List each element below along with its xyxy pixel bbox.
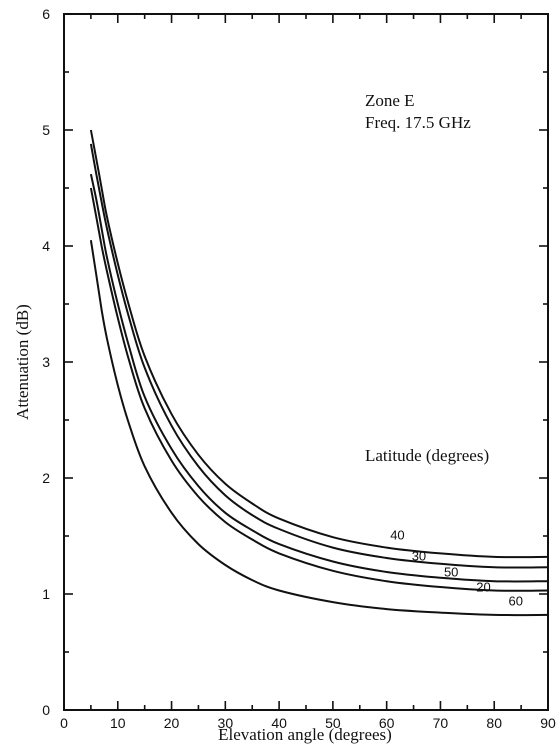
y-tick-label: 2 — [42, 470, 50, 486]
x-tick-label: 50 — [325, 715, 341, 731]
x-tick-label: 30 — [218, 715, 234, 731]
curve-label-40: 40 — [390, 527, 404, 542]
x-tick-label: 90 — [540, 715, 556, 731]
y-tick-label: 6 — [42, 6, 50, 22]
y-tick-label: 1 — [42, 586, 50, 602]
freq-annotation: Freq. 17.5 GHz — [365, 113, 471, 132]
x-tick-label: 70 — [433, 715, 449, 731]
series-line-lat-30 — [89, 143, 549, 569]
series-line-lat-50 — [89, 173, 549, 583]
y-tick-label: 3 — [42, 354, 50, 370]
plot-frame — [63, 13, 549, 711]
y-tick-label: 5 — [42, 122, 50, 138]
y-tick-label: 0 — [42, 702, 50, 718]
zone-annotation: Zone E — [365, 91, 415, 110]
series-curves — [89, 129, 549, 617]
curve-label-20: 20 — [476, 580, 490, 595]
x-tick-label: 10 — [110, 715, 126, 731]
curve-label-30: 30 — [412, 548, 426, 563]
x-tick-label: 20 — [164, 715, 180, 731]
axis-ticks: 0 10 20 30 40 50 60 70 80 90 0 1 2 3 4 5 6 — [42, 6, 556, 731]
y-axis-title: Attenuation (dB) — [13, 304, 32, 420]
latitude-header: Latitude (degrees) — [365, 446, 489, 465]
curve-label-60: 60 — [508, 594, 522, 609]
series-line-lat-40 — [89, 129, 549, 559]
x-tick-label: 80 — [486, 715, 502, 731]
series-line-lat-60 — [89, 240, 549, 617]
x-tick-label: 0 — [60, 715, 68, 731]
x-axis-title: Elevation angle (degrees) — [218, 725, 392, 744]
curve-labels: 40 30 50 20 60 — [390, 527, 523, 608]
y-tick-label: 4 — [42, 238, 50, 254]
x-tick-label: 60 — [379, 715, 395, 731]
x-tick-label: 40 — [271, 715, 287, 731]
curve-label-50: 50 — [444, 565, 458, 580]
series-line-lat-20 — [89, 187, 549, 592]
